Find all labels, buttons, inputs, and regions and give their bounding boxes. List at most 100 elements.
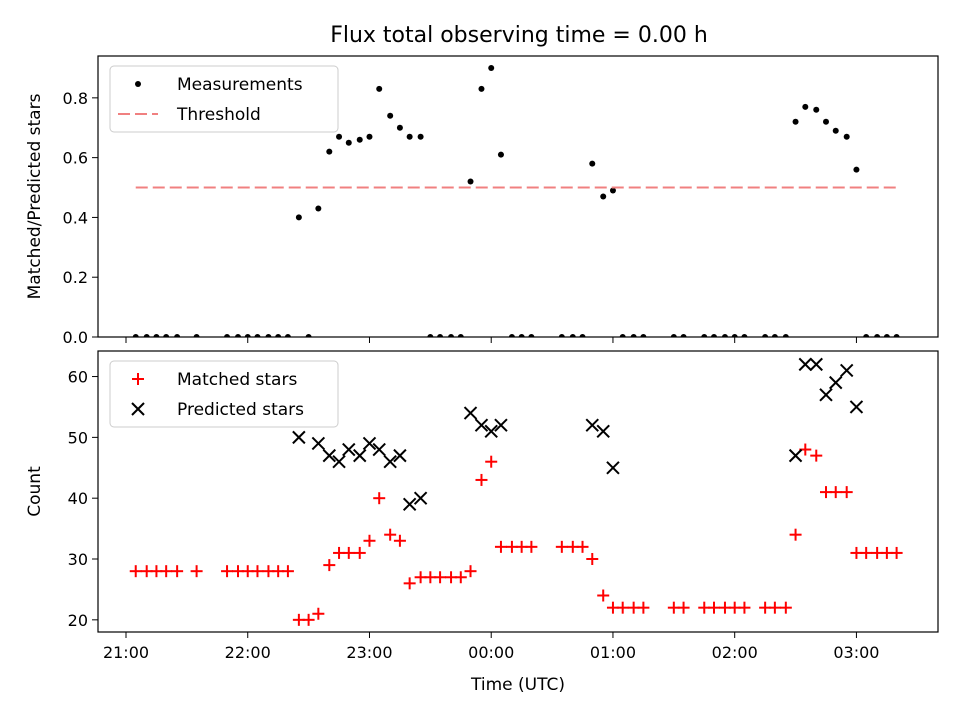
measurement-point [315, 205, 322, 212]
marker-stroke [393, 448, 407, 463]
marker-stroke [463, 406, 478, 420]
measurement-point [853, 166, 860, 173]
predicted-star-marker [494, 418, 508, 432]
marker-stroke [819, 388, 833, 402]
measurement-point [792, 118, 799, 125]
y-tick-label: 0.2 [63, 268, 88, 287]
legend-dot-marker [135, 81, 141, 87]
predicted-star-marker [332, 454, 346, 469]
matched-star-marker [190, 565, 203, 578]
predicted-star-marker [372, 442, 386, 457]
matched-star-marker [373, 492, 386, 505]
x-tick-label: 03:00 [833, 643, 879, 662]
predicted-star-marker [819, 388, 833, 402]
predicted-star-marker [484, 424, 498, 438]
measurement-point [579, 334, 586, 337]
y-tick-label: 60 [68, 368, 88, 387]
marker-stroke [402, 497, 417, 511]
plot-area [132, 64, 900, 337]
matched-star-marker [464, 565, 477, 578]
marker-stroke [809, 357, 823, 372]
matched-star-marker [485, 455, 498, 468]
matched-star-marker [475, 473, 488, 486]
predicted-star-marker [809, 357, 823, 372]
x-axis-label: Time (UTC) [470, 675, 565, 695]
legend-x-marker [131, 402, 145, 416]
matched-star-marker [403, 577, 416, 590]
marker-stroke [383, 454, 397, 469]
marker-stroke [362, 436, 377, 451]
legend-box [109, 65, 339, 133]
x-tick-label: 02:00 [712, 643, 758, 662]
marker-stroke [484, 424, 498, 438]
measurement-point [488, 64, 495, 71]
axes-frame [97, 55, 939, 338]
matched-star-marker [738, 601, 751, 614]
marker-stroke [353, 448, 367, 463]
marker-stroke [372, 442, 386, 457]
measurement-point [427, 334, 434, 337]
plot-area [129, 357, 903, 626]
axes-frame [97, 350, 939, 633]
marker-stroke [332, 454, 346, 469]
matched-star-marker [860, 546, 873, 559]
measurement-point [640, 334, 647, 337]
y-axis-label: Count [25, 466, 45, 517]
legend-label: Predicted stars [177, 400, 304, 420]
matched-star-marker [586, 553, 599, 566]
measurement-point [406, 133, 413, 140]
measurement-point [467, 178, 474, 185]
measurement-point [174, 334, 181, 337]
measurement-point [802, 103, 809, 110]
matched-star-marker [789, 528, 802, 541]
matched-star-marker [576, 540, 589, 553]
marker-stroke [311, 436, 326, 451]
marker-stroke [798, 357, 813, 372]
measurement-point [497, 151, 504, 158]
measurement-point [366, 133, 373, 140]
y-tick-label: 0.0 [63, 328, 88, 347]
measurement-point [721, 334, 728, 337]
measurement-point [670, 334, 677, 337]
predicted-star-marker [402, 497, 417, 511]
y-tick-label: 0.8 [63, 89, 88, 108]
measurement-point [893, 334, 900, 337]
measurement-point [731, 334, 738, 337]
legend: Matched stars Predicted stars [109, 360, 339, 428]
predicted-star-marker [311, 436, 326, 451]
matched-star-marker [454, 571, 467, 584]
chart-panels: 0.0 0.2 0.4 0.6 0.8 Matched/Predicted stars Me… [25, 55, 939, 695]
legend-label: Threshold [176, 105, 261, 125]
matched-star-marker [708, 601, 720, 614]
measurement-point [284, 334, 291, 337]
matched-star-marker [525, 540, 538, 553]
matched-star-marker [555, 540, 568, 553]
predicted-star-marker [322, 448, 337, 463]
matched-star-marker [221, 565, 234, 578]
measurement-point [569, 334, 576, 337]
marker-stroke [606, 461, 620, 475]
matched-star-marker [171, 565, 184, 578]
measurement-point [132, 334, 139, 337]
x-tick-label: 23:00 [346, 643, 392, 662]
legend-label: Measurements [177, 75, 303, 95]
measurement-point [518, 334, 525, 337]
predicted-star-marker [362, 436, 377, 451]
y-axis-label: Matched/Predicted stars [25, 93, 45, 299]
y-tick-label: 0.4 [63, 208, 88, 227]
measurement-point [589, 160, 596, 167]
matched-star-marker [312, 607, 325, 620]
measurement-point [619, 334, 626, 337]
measurement-point [295, 214, 302, 221]
matched-star-marker [494, 540, 507, 553]
measurement-point [163, 334, 170, 337]
predicted-star-marker [474, 418, 489, 432]
marker-stroke [788, 448, 803, 463]
matched-star-marker [160, 565, 173, 578]
marker-stroke [342, 442, 356, 457]
matched-star-marker [342, 546, 355, 559]
marker-stroke [596, 424, 610, 438]
measurement-point [326, 148, 333, 155]
measurement-point [356, 136, 363, 143]
